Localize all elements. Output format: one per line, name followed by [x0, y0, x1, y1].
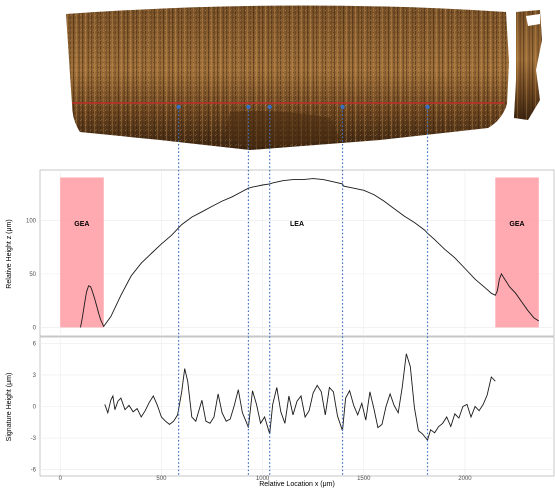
bottom-y-ticks: -6 -3 0 3 6	[31, 341, 37, 473]
bottom-y-tick-2: 0	[33, 405, 37, 411]
region-0	[60, 177, 104, 328]
top-y-tick-0: 0	[33, 325, 37, 331]
bottom-y-tick-0: -6	[31, 468, 37, 474]
x-tick-2: 1000	[256, 476, 270, 482]
region-labels: GEA LEA GEA	[74, 221, 524, 228]
region-2	[495, 177, 539, 328]
top-y-axis-label: Relative Height z (μm)	[6, 219, 13, 288]
guide-lines	[176, 104, 430, 476]
x-ticks: 0 500 1000 1500 2000	[59, 476, 473, 482]
guide-marker-3	[340, 104, 345, 110]
guide-marker-4	[425, 104, 430, 110]
guide-marker-0	[176, 104, 181, 110]
region-shading	[60, 177, 539, 328]
top-panel-frame	[39, 169, 555, 337]
top-y-tick-1: 50	[29, 272, 36, 278]
region-label-2: GEA	[509, 221, 524, 228]
guide-marker-2	[267, 104, 272, 110]
x-tick-4: 2000	[458, 476, 472, 482]
x-axis-label: Relative Location x (μm)	[259, 481, 335, 488]
top-y-ticks: 0 50 100	[26, 218, 37, 331]
region-label-1: LEA	[290, 221, 304, 228]
x-tick-0: 0	[59, 476, 63, 482]
guide-marker-1	[246, 104, 251, 110]
bottom-y-tick-1: -3	[31, 436, 37, 442]
x-tick-1: 500	[156, 476, 167, 482]
top-panel-grid	[40, 170, 554, 336]
x-tick-3: 1500	[357, 476, 371, 482]
signature-line	[104, 353, 496, 442]
height-profile-line	[80, 178, 540, 328]
region-label-0: GEA	[74, 221, 89, 228]
top-y-tick-2: 100	[26, 218, 37, 224]
bottom-y-axis-label: Signature Height (μm)	[6, 373, 13, 442]
bottom-panel-grid	[40, 337, 554, 476]
surface-scan-image	[66, 5, 542, 151]
bottom-y-tick-4: 6	[33, 341, 37, 347]
bottom-y-tick-3: 3	[33, 373, 37, 379]
